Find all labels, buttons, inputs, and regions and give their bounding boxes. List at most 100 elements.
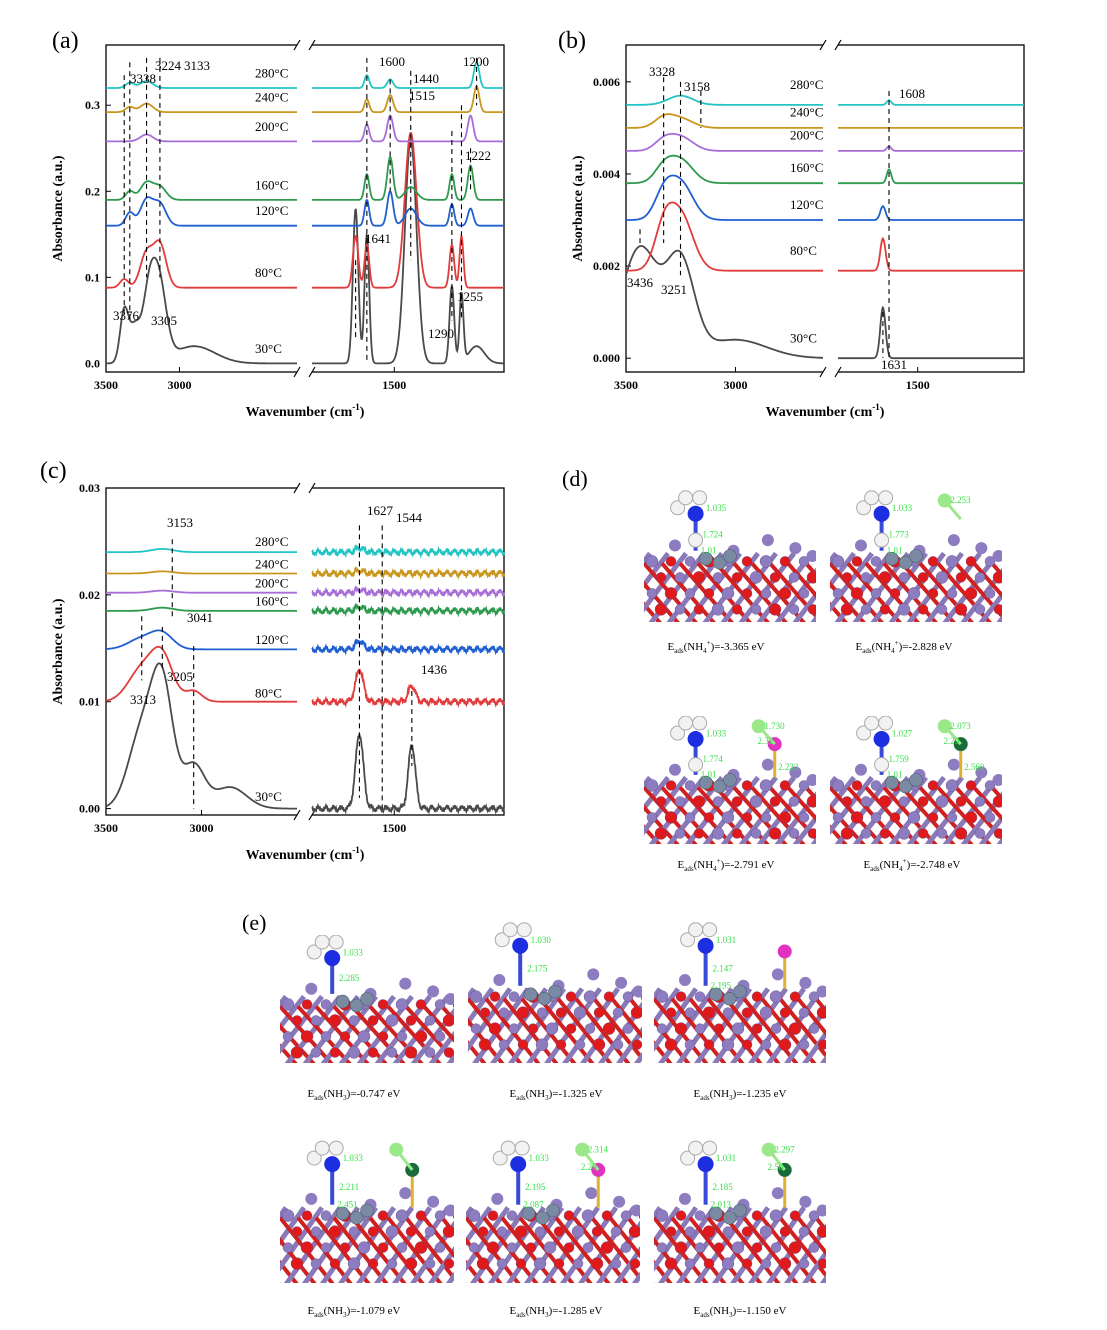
lattice-atom bbox=[860, 828, 872, 839]
lattice bbox=[830, 716, 1106, 854]
lattice-atom bbox=[320, 999, 332, 1010]
lattice-atom bbox=[628, 1225, 640, 1238]
lattice-atom bbox=[741, 588, 753, 599]
lattice-atom bbox=[555, 1039, 567, 1050]
distance-label: 1.033 bbox=[892, 503, 913, 513]
lattice-atom bbox=[622, 1023, 634, 1034]
metal-atom bbox=[733, 984, 747, 999]
nitrogen-atom bbox=[687, 731, 704, 748]
hydrogen-atom bbox=[702, 1140, 718, 1156]
lattice-atom bbox=[590, 1257, 604, 1270]
lattice-atom bbox=[974, 828, 986, 839]
lattice-bond bbox=[768, 562, 816, 620]
series-label: 120°C bbox=[255, 632, 288, 647]
lattice-atom bbox=[348, 1226, 360, 1237]
lattice-atom bbox=[827, 1210, 839, 1222]
series-label: 80°C bbox=[790, 243, 817, 258]
peak-label: 3153 bbox=[167, 515, 193, 530]
x-tick-label: 1500 bbox=[906, 378, 930, 392]
lattice-atom bbox=[721, 587, 735, 600]
surface-atom bbox=[399, 1187, 412, 1200]
lattice-bond bbox=[1046, 777, 1106, 854]
distance-label: 2.185 bbox=[712, 1182, 733, 1192]
surface-atom bbox=[678, 1192, 691, 1205]
lattice-bond bbox=[280, 1206, 307, 1247]
lattice-atom bbox=[840, 603, 854, 616]
lattice-atom bbox=[674, 604, 686, 615]
lattice-atom bbox=[329, 1047, 341, 1058]
lattice-atom bbox=[789, 1210, 801, 1221]
metal-atom bbox=[360, 1203, 374, 1218]
x-axis-label: Wavenumber (cm-1) bbox=[766, 402, 885, 420]
lattice bbox=[466, 1140, 640, 1283]
peak-label: 3251 bbox=[661, 282, 687, 297]
lattice-atom bbox=[534, 1226, 546, 1237]
lattice-bond bbox=[502, 997, 559, 1063]
lattice-atom bbox=[836, 1258, 848, 1270]
distance-label: 1.033 bbox=[706, 728, 727, 738]
lattice-atom bbox=[655, 796, 667, 807]
series-label: 120°C bbox=[255, 203, 288, 218]
lattice-atom bbox=[889, 588, 901, 599]
chlorine-atom bbox=[389, 1142, 404, 1157]
lattice-atom bbox=[638, 1211, 640, 1220]
lattice-atom bbox=[600, 1241, 614, 1254]
distance-label: 2.20 bbox=[581, 1162, 597, 1172]
lattice-atom bbox=[974, 796, 986, 807]
lattice-bond bbox=[1010, 553, 1070, 632]
hydrogen-atom bbox=[864, 490, 880, 506]
lattice-atom bbox=[396, 1031, 408, 1042]
hydrogen-atom bbox=[502, 922, 518, 938]
lattice-bond bbox=[830, 775, 856, 813]
lattice-atom bbox=[703, 812, 715, 823]
hydrogen-atom bbox=[678, 716, 694, 731]
lattice-atom bbox=[290, 1046, 304, 1059]
lattice-atom bbox=[442, 1225, 454, 1238]
lattice-atom bbox=[367, 1015, 379, 1026]
lattice-bond bbox=[870, 1218, 930, 1293]
hydrogen-atom bbox=[328, 1140, 344, 1156]
lattice-atom bbox=[806, 795, 816, 808]
lattice-atom bbox=[831, 555, 845, 568]
lattice-atom bbox=[674, 1241, 688, 1254]
series-label: 200°C bbox=[255, 119, 288, 134]
lattice-atom bbox=[692, 795, 706, 808]
distance-label: 2.195 bbox=[711, 981, 732, 991]
lattice-atom bbox=[386, 1258, 398, 1269]
hydrogen-atom bbox=[878, 716, 894, 731]
chlorine-atom bbox=[937, 719, 952, 734]
lattice-atom bbox=[612, 1007, 624, 1018]
lattice-atom bbox=[684, 1258, 696, 1269]
metal-atom bbox=[709, 1206, 723, 1221]
surface-atom bbox=[771, 968, 784, 981]
lattice-atom bbox=[553, 1226, 565, 1237]
lattice-atom bbox=[675, 1210, 687, 1221]
lattice-bond bbox=[830, 551, 856, 589]
lattice-bond bbox=[574, 997, 631, 1063]
lattice-bond bbox=[484, 997, 541, 1063]
lattice-atom bbox=[936, 604, 948, 615]
lattice-atom bbox=[711, 603, 725, 616]
lattice-atom bbox=[443, 1258, 454, 1269]
lattice-atom bbox=[1004, 812, 1014, 822]
lattice-atom bbox=[722, 1007, 734, 1018]
series-line-240C bbox=[106, 102, 297, 113]
lattice-atom bbox=[828, 1243, 838, 1253]
lattice-atom bbox=[870, 556, 882, 567]
lattice-bond bbox=[830, 580, 866, 622]
lattice-atom bbox=[665, 556, 677, 567]
lattice-bond bbox=[654, 1017, 691, 1063]
lattice-atom bbox=[581, 1209, 595, 1222]
lattice-bond bbox=[590, 1216, 640, 1282]
chlorine-atom bbox=[575, 1142, 590, 1157]
lattice-atom bbox=[414, 1241, 428, 1254]
y-tick-label: 0.006 bbox=[593, 75, 620, 89]
lattice-atom bbox=[1003, 555, 1015, 567]
lattice-atom bbox=[694, 1242, 706, 1253]
lattice-atom bbox=[954, 603, 968, 616]
lattice-atom bbox=[664, 1257, 678, 1270]
distance-label: 1.033 bbox=[343, 1153, 364, 1163]
series-line-200C bbox=[311, 585, 505, 600]
surface-atom bbox=[427, 1195, 440, 1208]
